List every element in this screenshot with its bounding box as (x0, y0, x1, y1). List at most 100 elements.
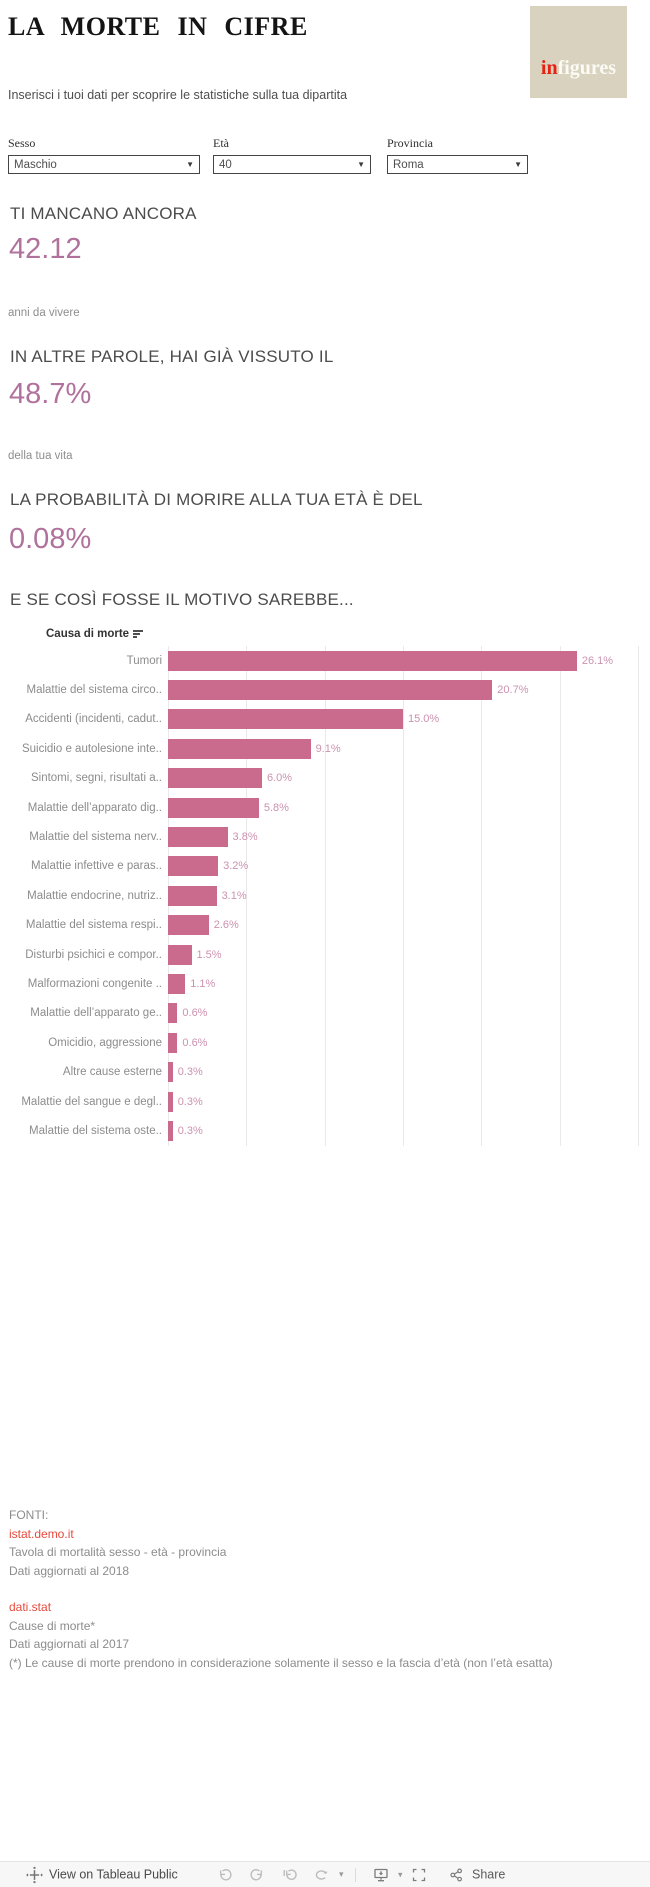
filter-provincia-label: Provincia (387, 136, 433, 150)
filter-sesso-dropdown[interactable]: Maschio ▼ (8, 155, 200, 174)
chart-row: Malattie del sistema nerv.. 3.8% (0, 822, 640, 851)
reset-icon (283, 1868, 297, 1880)
bar[interactable] (168, 1120, 173, 1141)
bar-plot-area: 5.8% (168, 797, 638, 818)
bar[interactable] (168, 973, 186, 994)
value-label: 15.0% (408, 713, 440, 726)
undo-icon (219, 1868, 232, 1880)
logo-text-figures: figures (557, 56, 617, 79)
bar-plot-area: 0.3% (168, 1062, 638, 1083)
download-button[interactable]: ▾ (372, 1866, 403, 1883)
stat3-value: 0.08% (9, 523, 92, 555)
chart-axis-label-text: Causa di morte (46, 628, 130, 640)
sources-footer: FONTI: istat.demo.it Tavola di mortalità… (9, 1506, 553, 1672)
bar-plot-area: 0.3% (168, 1091, 638, 1112)
filter-provincia-dropdown[interactable]: Roma ▼ (387, 155, 528, 174)
chart-row: Suicidio e autolesione inte.. 9.1% (0, 734, 640, 763)
chart-row: Malattie del sistema circo.. 20.7% (0, 675, 640, 704)
bar[interactable] (168, 944, 192, 965)
bar-plot-area: 3.2% (168, 856, 638, 877)
toolbar-divider (355, 1867, 356, 1882)
chart-row: Malattie del sangue e degl.. 0.3% (0, 1087, 640, 1116)
chart-row: Omicidio, aggressione 0.6% (0, 1028, 640, 1057)
view-on-tableau-public[interactable]: View on Tableau Public (26, 1866, 178, 1883)
chart-row: Malattie del sistema respi.. 2.6% (0, 911, 640, 940)
source-link-istat[interactable]: istat.demo.it (9, 1526, 74, 1541)
category-label: Omicidio, aggressione (48, 1036, 162, 1049)
chart-row: Disturbi psichici e compor.. 1.5% (0, 940, 640, 969)
bar[interactable] (168, 680, 493, 701)
stat2-caption: della tua vita (8, 450, 73, 462)
bar[interactable] (168, 1091, 173, 1112)
view-on-tableau-public-label: View on Tableau Public (49, 1867, 178, 1882)
reset-button[interactable] (281, 1867, 299, 1883)
redo-button[interactable] (248, 1867, 266, 1883)
undo-button[interactable] (216, 1867, 234, 1883)
chart-row: Malformazioni congenite .. 1.1% (0, 969, 640, 998)
bar[interactable] (168, 797, 259, 818)
bar-plot-area: 3.8% (168, 827, 638, 848)
refresh-button[interactable]: ▾ (313, 1867, 344, 1883)
chart-row: Tumori 26.1% (0, 646, 640, 675)
refresh-menu-caret[interactable]: ▾ (339, 1869, 344, 1879)
bar[interactable] (168, 650, 577, 671)
bar[interactable] (168, 738, 311, 759)
category-label: Malattie dell’apparato dig.. (27, 801, 162, 814)
value-label: 0.6% (182, 1036, 208, 1049)
chart-row: Accidenti (incidenti, cadut.. 15.0% (0, 705, 640, 734)
bar-plot-area: 1.5% (168, 944, 638, 965)
fullscreen-button[interactable] (410, 1866, 428, 1883)
bar-plot-area: 0.6% (168, 1003, 638, 1024)
bar-plot-area: 26.1% (168, 650, 638, 671)
chart-heading: E SE COSÌ FOSSE IL MOTIVO SAREBBE... (10, 590, 354, 609)
category-label: Malformazioni congenite .. (27, 977, 162, 990)
bar[interactable] (168, 856, 219, 877)
category-label: Malattie del sistema respi.. (25, 919, 162, 932)
chart-row: Malattie dell’apparato dig.. 5.8% (0, 793, 640, 822)
bar[interactable] (168, 827, 228, 848)
logo-text-in: in (540, 56, 558, 79)
category-label: Malattie del sistema oste.. (29, 1124, 162, 1137)
gridline (403, 646, 404, 1146)
bar[interactable] (168, 915, 209, 936)
source-datistat-line1: Cause di morte* (9, 1618, 96, 1633)
stat3-heading: LA PROBABILITÀ DI MORIRE ALLA TUA ETÀ È … (10, 490, 423, 509)
page-title: LA MORTE IN CIFRE (8, 12, 308, 41)
value-label: 20.7% (497, 684, 529, 697)
category-label: Malattie del sistema circo.. (26, 684, 163, 697)
bar[interactable] (168, 768, 262, 789)
tableau-logo-icon (26, 1866, 43, 1883)
chart-sort-control[interactable]: Causa di morte (46, 628, 144, 640)
stat1-caption: anni da vivere (8, 307, 80, 319)
gridline (324, 646, 326, 1146)
gridline (638, 646, 639, 1146)
share-button-label: Share (472, 1867, 506, 1882)
stat2-heading: IN ALTRE PAROLE, HAI GIÀ VISSUTO IL (10, 347, 334, 366)
refresh-icon (315, 1869, 328, 1880)
filter-eta-dropdown[interactable]: 40 ▼ (213, 155, 371, 174)
page-subtitle: Inserisci i tuoi dati per scoprire le st… (8, 88, 348, 102)
share-icon (450, 1868, 463, 1882)
bar[interactable] (168, 885, 217, 906)
bar[interactable] (168, 709, 403, 730)
category-label: Malattie dell’apparato ge.. (30, 1007, 162, 1020)
filter-eta: Età 40 ▼ (213, 136, 371, 174)
stat2-value: 48.7% (9, 378, 92, 410)
source-istat-line2: Dati aggiornati al 2018 (9, 1563, 130, 1578)
value-label: 1.5% (196, 948, 222, 961)
source-link-datistat[interactable]: dati.stat (9, 1600, 52, 1614)
category-label: Disturbi psichici e compor.. (25, 948, 162, 961)
redo-icon (250, 1868, 263, 1880)
filter-sesso-label: Sesso (8, 136, 36, 150)
bar-plot-area: 3.1% (168, 885, 638, 906)
stat1-heading: TI MANCANO ANCORA (10, 204, 197, 223)
download-menu-caret[interactable]: ▾ (398, 1869, 403, 1879)
share-button[interactable]: Share (448, 1866, 505, 1883)
chevron-down-icon: ▼ (514, 159, 522, 169)
bar[interactable] (168, 1003, 178, 1024)
category-label: Suicidio e autolesione inte.. (21, 742, 162, 755)
bar[interactable] (168, 1062, 173, 1083)
category-label: Malattie endocrine, nutriz.. (27, 889, 162, 902)
value-label: 3.8% (232, 831, 258, 844)
bar[interactable] (168, 1032, 178, 1053)
